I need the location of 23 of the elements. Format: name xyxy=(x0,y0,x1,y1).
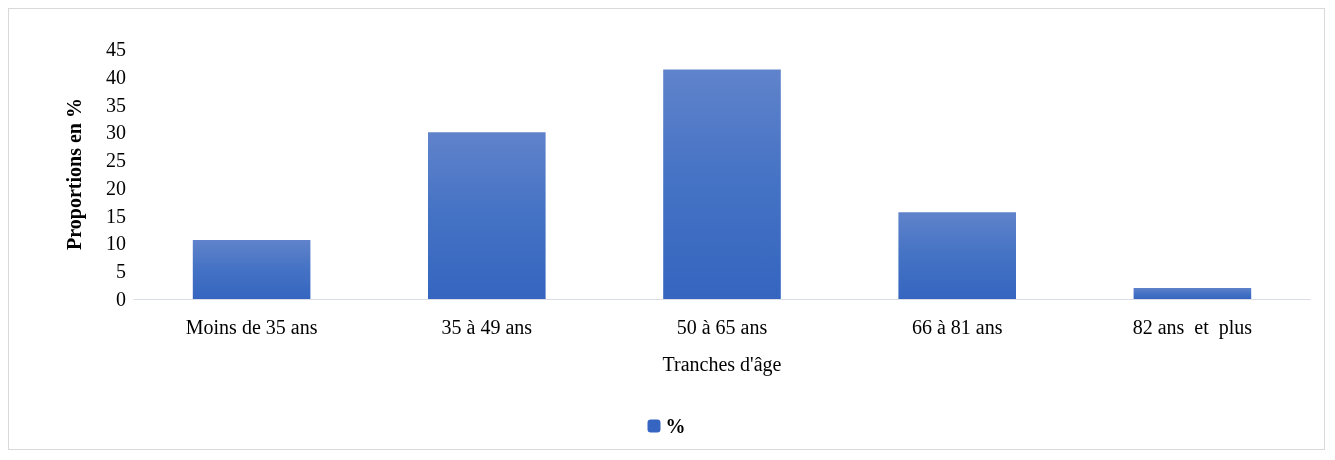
bar xyxy=(898,212,1016,299)
bar xyxy=(428,132,546,299)
bar xyxy=(192,240,311,299)
y-tick-label: 35 xyxy=(106,93,126,116)
bar xyxy=(1133,287,1252,299)
bar xyxy=(663,69,781,299)
y-axis-title: Proportions en % xyxy=(63,98,86,250)
x-tick-label: 50 à 65 ans xyxy=(676,316,768,338)
y-tick-label: 20 xyxy=(106,176,126,199)
y-tick-label: 10 xyxy=(106,232,126,255)
y-tick-label: 30 xyxy=(106,121,126,144)
x-axis-title: Tranches d'âge xyxy=(662,353,782,376)
x-tick-label: 82 ans et plus xyxy=(1132,316,1253,339)
y-tick-label: 45 xyxy=(106,38,126,60)
x-tick-label: Moins de 35 ans xyxy=(185,316,318,338)
y-tick-label: 0 xyxy=(116,288,126,310)
y-tick-label: 40 xyxy=(106,65,126,88)
x-tick-label: 66 à 81 ans xyxy=(911,316,1003,338)
x-tick-label: 35 à 49 ans xyxy=(441,316,533,338)
y-tick-label: 15 xyxy=(106,204,126,227)
y-tick-label: 5 xyxy=(116,260,126,283)
legend-label: % xyxy=(665,415,686,437)
y-tick-label: 25 xyxy=(106,149,126,172)
